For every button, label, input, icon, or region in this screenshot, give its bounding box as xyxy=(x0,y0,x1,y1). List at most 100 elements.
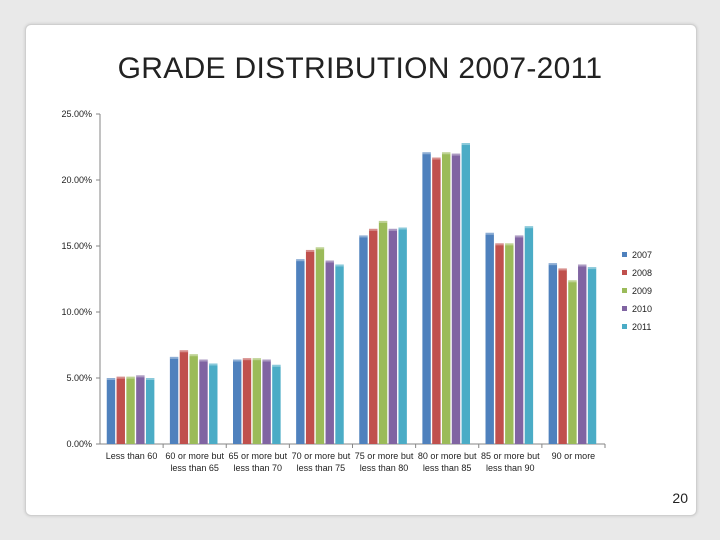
bar-2007 xyxy=(296,259,305,444)
page-number: 20 xyxy=(672,490,688,506)
legend-label-2008: 2008 xyxy=(632,268,652,278)
bar-highlight xyxy=(461,143,470,146)
legend-label-2007: 2007 xyxy=(632,250,652,260)
bar-2007 xyxy=(548,263,558,444)
bar-highlight xyxy=(136,375,145,378)
bar-highlight xyxy=(262,359,271,362)
category-label: 90 or more xyxy=(552,451,596,461)
bar-highlight xyxy=(432,157,441,160)
bar-highlight xyxy=(233,359,242,362)
bar-2010 xyxy=(451,153,461,444)
bar-2007 xyxy=(422,152,431,444)
bar-highlight xyxy=(485,232,494,235)
category-label: 65 or more but xyxy=(229,451,288,461)
legend-label-2009: 2009 xyxy=(632,286,652,296)
category-label: less than 80 xyxy=(360,463,409,473)
bar-highlight xyxy=(388,228,398,231)
bar-2011 xyxy=(335,264,344,444)
bar-highlight xyxy=(189,354,198,357)
y-tick-label: 20.00% xyxy=(61,175,92,185)
bar-highlight xyxy=(106,378,116,380)
bar-2011 xyxy=(587,267,597,444)
y-tick-label: 5.00% xyxy=(66,373,92,383)
bar-highlight xyxy=(272,364,281,367)
category-label: less than 85 xyxy=(423,463,472,473)
bar-highlight xyxy=(252,358,262,361)
bar-highlight xyxy=(359,235,368,238)
bar-2010 xyxy=(388,228,398,444)
bar-highlight xyxy=(441,152,451,155)
bar-highlight xyxy=(199,359,208,362)
bar-highlight xyxy=(558,268,567,271)
bar-highlight xyxy=(305,249,315,252)
bar-highlight xyxy=(242,358,252,361)
bar-2009 xyxy=(315,247,325,444)
y-tick-label: 25.00% xyxy=(61,109,92,119)
category-label: Less than 60 xyxy=(106,451,158,461)
bar-highlight xyxy=(209,363,218,366)
bar-highlight xyxy=(335,264,344,267)
legend-swatch-2008 xyxy=(622,270,627,275)
bar-2008 xyxy=(242,358,252,444)
bar-2010 xyxy=(514,235,524,444)
bar-highlight xyxy=(296,259,305,262)
bar-2008 xyxy=(432,157,441,444)
bar-2010 xyxy=(262,359,271,444)
legend-swatch-2011 xyxy=(622,324,627,329)
category-label: 70 or more but xyxy=(292,451,351,461)
bar-highlight xyxy=(495,243,504,246)
bar-2011 xyxy=(145,378,155,444)
bar-highlight xyxy=(398,227,407,230)
bar-2009 xyxy=(126,376,135,444)
bar-highlight xyxy=(116,376,125,379)
bar-highlight xyxy=(587,267,597,270)
legend-swatch-2009 xyxy=(622,288,627,293)
bar-highlight xyxy=(568,280,577,283)
bar-2011 xyxy=(461,143,470,445)
legend-label-2010: 2010 xyxy=(632,304,652,314)
legend-swatch-2010 xyxy=(622,306,627,311)
bar-2010 xyxy=(199,359,208,444)
bar-2008 xyxy=(116,376,125,444)
bar-2008 xyxy=(495,243,504,444)
bar-2007 xyxy=(359,235,368,444)
bar-2009 xyxy=(505,243,514,444)
bar-highlight xyxy=(126,376,135,379)
bar-highlight xyxy=(451,153,461,156)
bar-2007 xyxy=(169,356,179,444)
legend-label-2011: 2011 xyxy=(632,322,651,332)
bar-highlight xyxy=(548,263,558,266)
bar-highlight xyxy=(369,228,378,231)
y-tick-label: 0.00% xyxy=(66,439,92,449)
y-tick-label: 10.00% xyxy=(61,307,92,317)
y-tick-label: 15.00% xyxy=(61,241,92,251)
bar-highlight xyxy=(524,226,534,229)
category-label: 75 or more but xyxy=(355,451,414,461)
bar-2008 xyxy=(305,249,315,444)
bar-highlight xyxy=(514,235,524,238)
bar-2011 xyxy=(524,226,534,444)
bar-highlight xyxy=(578,264,587,267)
bar-highlight xyxy=(378,220,388,223)
bar-highlight xyxy=(505,243,514,246)
bar-2008 xyxy=(558,268,567,444)
bar-highlight xyxy=(145,378,155,380)
bar-2008 xyxy=(179,350,189,444)
legend-swatch-2007 xyxy=(622,252,627,257)
bar-2011 xyxy=(398,227,407,444)
category-label: less than 75 xyxy=(297,463,346,473)
bar-2009 xyxy=(378,220,388,444)
bar-2007 xyxy=(233,359,242,444)
category-label: less than 65 xyxy=(170,463,219,473)
bar-2009 xyxy=(189,354,198,444)
bar-highlight xyxy=(315,247,325,250)
bar-highlight xyxy=(325,260,334,263)
bar-2010 xyxy=(578,264,587,444)
bar-2009 xyxy=(568,280,577,444)
bar-highlight xyxy=(179,350,189,353)
bar-2007 xyxy=(485,232,494,444)
bar-2010 xyxy=(136,375,145,444)
bar-2009 xyxy=(441,152,451,444)
bar-2009 xyxy=(252,358,262,444)
